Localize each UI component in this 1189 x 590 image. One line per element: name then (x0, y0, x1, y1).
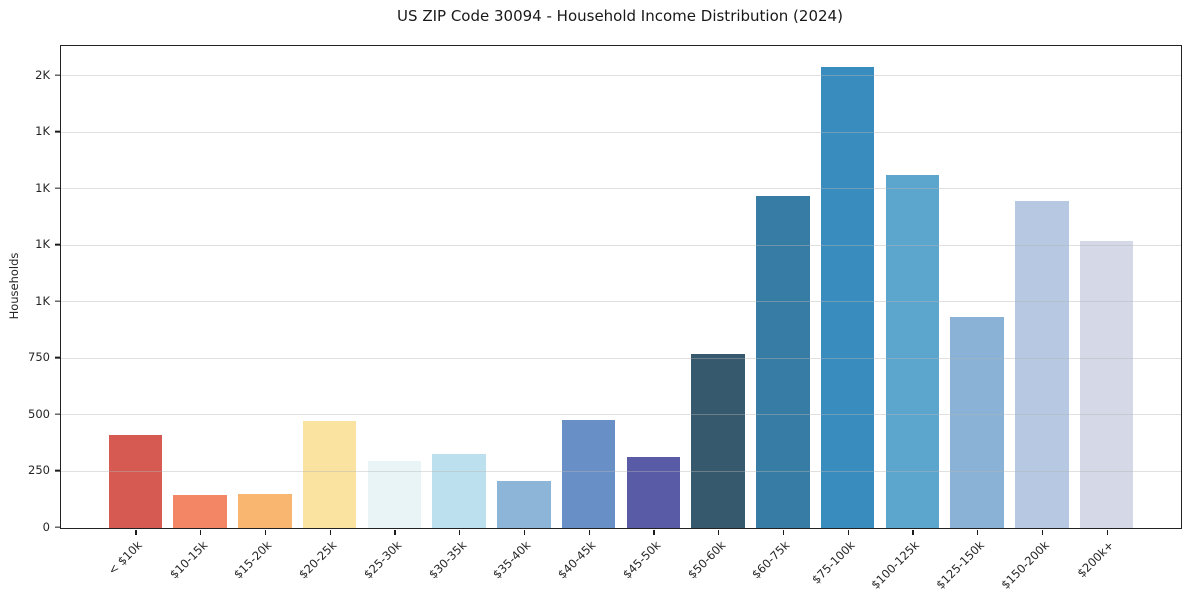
bar-slot: $35-40k (490, 46, 557, 581)
bar-slot: $100-125k (869, 46, 945, 590)
bar-slot: $200k+ (1074, 46, 1139, 580)
x-tick-label: $100-125k (868, 538, 923, 590)
bar (302, 421, 357, 528)
y-tick-mark (55, 243, 60, 246)
y-tick-label: 1K (35, 236, 50, 251)
bar-slot: $60-75k (749, 46, 816, 581)
bar-slot: < $10k (103, 46, 168, 578)
y-tick-mark (55, 356, 60, 359)
x-tick-mark (264, 530, 267, 535)
y-tick-mark (55, 413, 60, 415)
y-tick-label: 1K (35, 123, 50, 138)
bar (756, 196, 810, 528)
x-tick-label: $60-75k (749, 538, 793, 582)
x-tick-mark (653, 530, 655, 535)
y-tick-label: 250 (28, 462, 50, 477)
bar (497, 481, 551, 528)
bar-slot: $150-200k (998, 46, 1075, 590)
plot-area: < $10k $10-15k $15-20k $20-25k $25-30k $30-35… (60, 45, 1182, 590)
x-tick-mark (782, 530, 785, 535)
x-tick-mark (912, 530, 914, 535)
x-tick-label: $10-15k (166, 538, 211, 582)
x-tick-label: $35-40k (490, 538, 534, 582)
x-tick-label: $45-50k (619, 538, 664, 582)
bar-slot: $30-35k (426, 46, 492, 581)
x-tick-mark (523, 530, 526, 535)
x-tick-label: $15-20k (231, 538, 275, 582)
y-tick-label: 2K (35, 67, 50, 82)
bar-slot: $20-25k (296, 46, 362, 581)
x-tick-label: $20-25k (296, 538, 340, 582)
chart-title: US ZIP Code 30094 - Household Income Dis… (397, 7, 843, 25)
x-tick-label: $50-60k (684, 538, 729, 582)
bar-slot: $75-100k (809, 46, 880, 587)
x-tick-mark (394, 530, 396, 535)
y-tick-label: 500 (28, 406, 50, 421)
bar (691, 354, 745, 528)
bar (432, 453, 486, 528)
bar (1079, 241, 1134, 528)
bar-slot: $45-50k (620, 46, 686, 581)
y-tick-mark (55, 130, 60, 133)
bars-group: < $10k $10-15k $15-20k $20-25k $25-30k $30-35… (61, 46, 1181, 590)
x-tick-label: $150-200k (998, 538, 1052, 590)
bar (367, 461, 422, 528)
x-tick-label: $125-150k (933, 538, 988, 590)
x-tick-mark (200, 530, 202, 535)
x-tick-label: $25-30k (360, 538, 405, 582)
y-tick-label: 0 (42, 519, 50, 534)
y-tick-mark (55, 74, 60, 76)
y-tick-mark (55, 526, 60, 528)
x-tick-mark (977, 530, 979, 535)
bar-slot: $50-60k (685, 46, 751, 581)
x-tick-label: < $10k (105, 538, 146, 578)
bar (561, 420, 616, 528)
bar (238, 493, 292, 528)
y-tick-label: 1K (35, 180, 50, 195)
bar-slot: $25-30k (361, 46, 427, 581)
x-tick-mark (459, 530, 461, 535)
x-tick-label: $75-100k (808, 538, 858, 587)
x-tick-mark (718, 530, 720, 535)
bar-slot: $15-20k (231, 46, 298, 581)
bar-slot: $125-150k (933, 46, 1010, 590)
bar (626, 457, 681, 528)
x-tick-label: $200k+ (1074, 538, 1117, 581)
y-tick-mark (55, 469, 60, 472)
bar (885, 175, 940, 528)
bar (820, 67, 875, 528)
x-tick-mark (329, 530, 331, 535)
y-tick-mark (55, 300, 60, 302)
x-tick-mark (588, 530, 590, 535)
x-tick-label: $30-35k (425, 538, 470, 582)
bar-slot: $10-15k (167, 46, 233, 581)
y-tick-label: 750 (28, 349, 50, 364)
bar (173, 494, 227, 528)
bar-slot: $40-45k (555, 46, 621, 581)
bar (1015, 201, 1069, 528)
bar (950, 316, 1004, 528)
x-tick-mark (1041, 530, 1044, 535)
x-tick-mark (1106, 530, 1108, 535)
x-tick-label: $40-45k (555, 538, 599, 582)
x-tick-mark (847, 530, 849, 535)
y-tick-mark (55, 187, 60, 189)
bar (108, 435, 163, 528)
x-tick-mark (135, 530, 137, 535)
y-axis: 0 250 500 750 1K 1K 1K 1K 2K (0, 45, 60, 532)
y-tick-label: 1K (35, 293, 50, 308)
